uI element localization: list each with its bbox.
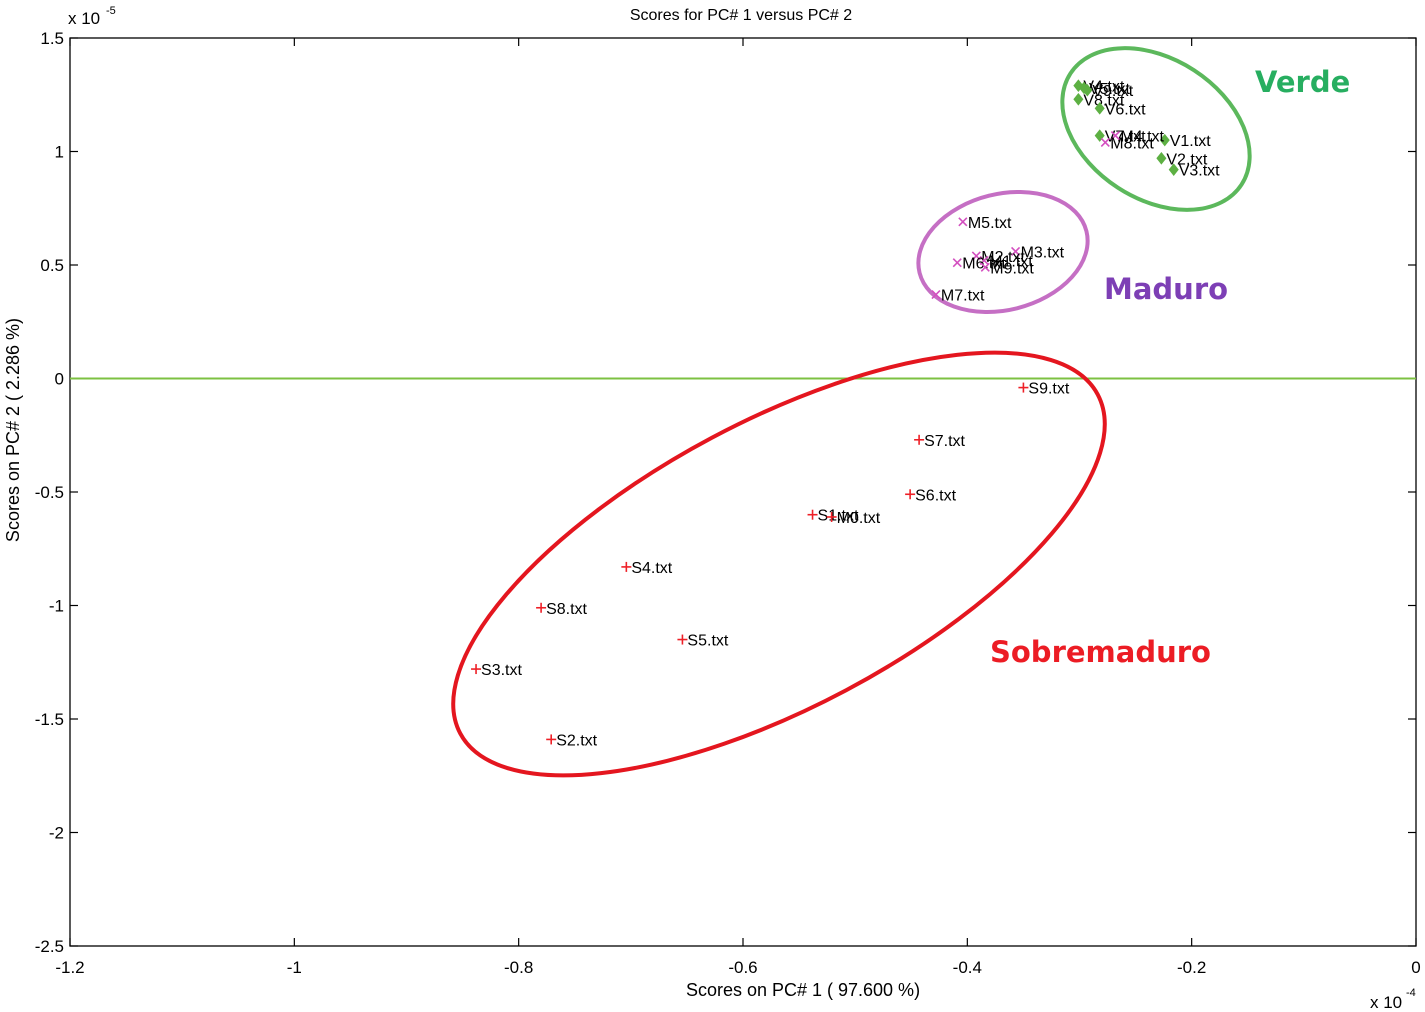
sobremaduro-label: Sobremaduro (990, 635, 1211, 669)
point-marker (1010, 246, 1021, 256)
point-label: M8.txt (1110, 135, 1154, 152)
point-label: M7.txt (941, 288, 985, 305)
point-label: S5.txt (687, 633, 728, 650)
point-marker (471, 664, 482, 675)
point-marker (1018, 382, 1029, 393)
point-marker (1156, 152, 1167, 165)
point-label: V5.txt (1089, 81, 1130, 98)
x-tick-label: -0.2 (1177, 958, 1206, 977)
y-tick-label: 0.5 (40, 256, 64, 275)
point-label: S3.txt (481, 662, 522, 679)
point-marker (1100, 137, 1110, 147)
x-multiplier: x 10 (1370, 993, 1402, 1012)
y-tick-label: -1.5 (35, 710, 64, 729)
point-marker (536, 602, 547, 613)
chart-title: Scores for PC# 1 versus PC# 2 (630, 7, 852, 24)
y-tick-label: -1 (49, 597, 64, 616)
point-label: M4.txt (1120, 129, 1164, 146)
point-marker (1094, 102, 1105, 115)
point-label: V8.txt (1083, 92, 1124, 109)
point-label: M6.txt (962, 256, 1006, 273)
y-tick-label: 0 (55, 370, 64, 389)
point-label: S6.txt (915, 487, 956, 504)
point-label: S9.txt (1028, 381, 1069, 398)
point-marker (971, 251, 981, 261)
point-label: V9.txt (1092, 83, 1133, 100)
y-exponent: -5 (106, 5, 116, 17)
point-label: M5.txt (968, 215, 1012, 232)
y-tick-label: 1 (55, 143, 64, 162)
x-tick-label: -1.2 (55, 958, 84, 977)
x-tick-label: -0.6 (728, 958, 757, 977)
point-label: S4.txt (631, 560, 672, 577)
y-axis-label: Scores on PC# 2 ( 2.286 %) (3, 318, 23, 542)
point-label: V6.txt (1105, 101, 1146, 118)
x-tick-label: -0.8 (504, 958, 533, 977)
point-marker (905, 489, 916, 500)
x-exponent: -4 (1406, 987, 1416, 999)
verde-label: Verde (1255, 65, 1350, 99)
maduro-label: Maduro (1104, 272, 1228, 306)
y-tick-label: -2 (49, 824, 64, 843)
sobremaduro-cluster-ellipse (451, 350, 1107, 778)
point-label: M0.txt (837, 510, 881, 527)
x-axis: -1.2 -1 -0.8 -0.6 -0.4 -0.2 0 (55, 38, 1421, 977)
point-label: V3.txt (1179, 163, 1220, 180)
point-marker (1082, 83, 1093, 97)
point-label: S8.txt (546, 601, 587, 618)
y-exponent-label: x 10 -5 (68, 5, 116, 28)
point-label: M9.txt (990, 260, 1034, 277)
y-multiplier: x 10 (68, 9, 100, 28)
x-tick-label: 0 (1411, 958, 1420, 977)
point-marker (980, 262, 990, 272)
cluster-ellipses (451, 46, 1252, 778)
point-marker (1159, 133, 1170, 147)
x-tick-label: -0.4 (953, 958, 982, 977)
point-label: M1.txt (989, 253, 1033, 270)
point-marker (931, 289, 941, 300)
maduro-cluster-ellipse (916, 190, 1090, 314)
point-marker (1110, 131, 1120, 141)
point-label: S7.txt (924, 433, 965, 450)
x-exponent-label: x 10 -4 (1370, 987, 1416, 1012)
x-axis-label: Scores on PC# 1 ( 97.600 %) (686, 980, 920, 1000)
point-label: M3.txt (1021, 244, 1065, 261)
point-marker (952, 258, 962, 268)
x-tick-label: -1 (287, 958, 302, 977)
point-marker (1168, 163, 1179, 176)
point-marker (621, 561, 632, 572)
point-label: S1.txt (818, 508, 859, 525)
point-marker (958, 217, 968, 227)
y-tick-label: -0.5 (35, 483, 64, 502)
point-marker (807, 509, 818, 520)
verde-cluster-ellipse (1060, 46, 1252, 212)
point-label: S2.txt (556, 732, 597, 749)
point-marker (677, 634, 688, 645)
point-marker (1073, 93, 1084, 106)
y-tick-label: 1.5 (40, 29, 64, 48)
point-label: M2.txt (981, 249, 1025, 266)
point-marker (914, 434, 925, 445)
point-label: V7.txt (1105, 129, 1146, 146)
y-tick-label: -2.5 (35, 937, 64, 956)
group-annotations: Verde Maduro Sobremaduro (990, 65, 1350, 669)
point-marker (826, 511, 837, 522)
point-label: V2.txt (1166, 151, 1207, 168)
y-axis: 1.5 1 0.5 0 -0.5 -1 -1.5 -2 -2.5 (35, 29, 1416, 956)
point-label: V4.txt (1083, 79, 1124, 96)
point-label: V1.txt (1170, 133, 1211, 150)
point-marker (546, 734, 557, 745)
